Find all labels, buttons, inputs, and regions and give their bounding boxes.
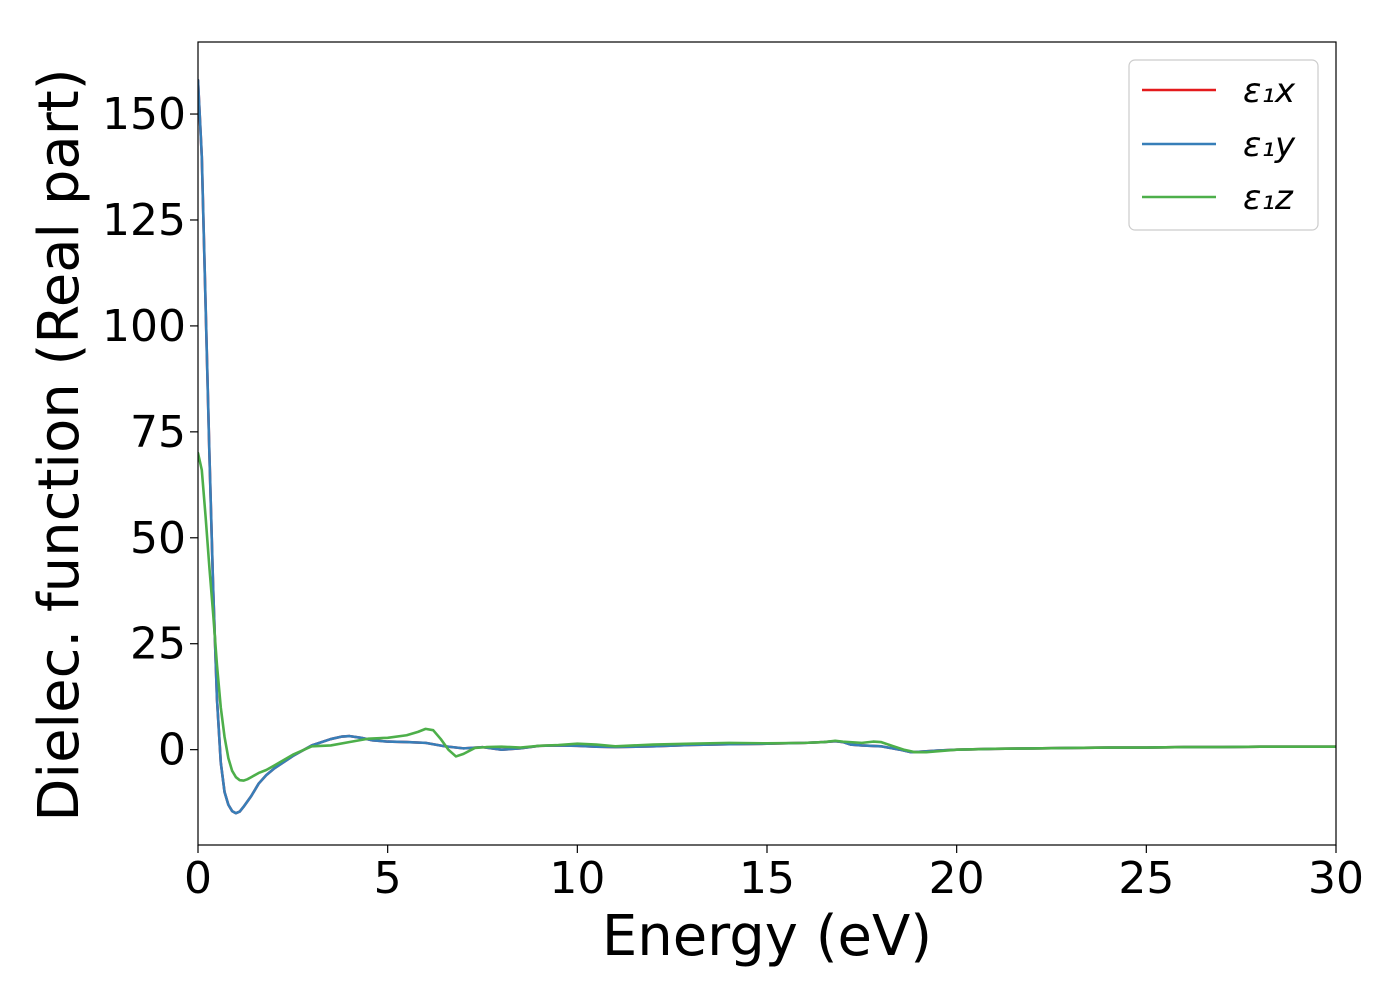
legend-label: ε₁y [1243, 125, 1296, 165]
x-tick-label: 15 [739, 853, 795, 904]
series-line-3 [198, 451, 1336, 782]
x-tick-label: 0 [184, 853, 212, 904]
y-tick-label: 0 [158, 725, 186, 776]
x-tick-label: 5 [374, 853, 402, 904]
y-axis-title: Dielec. function (Real part) [27, 68, 92, 821]
y-tick-label: 150 [102, 89, 186, 140]
legend: ε₁x ε₁y ε₁z [1128, 59, 1319, 231]
x-tick-label: 30 [1308, 853, 1364, 904]
legend-label: ε₁x [1243, 71, 1296, 111]
y-axis: 0 25 50 75 100 125 150 [102, 89, 198, 776]
series-layer [198, 78, 1336, 815]
x-axis-title: Energy (eV) [602, 904, 932, 969]
x-axis: 0 5 10 15 20 25 30 [184, 845, 1364, 904]
legend-box [1128, 59, 1319, 231]
x-tick-label: 25 [1118, 853, 1174, 904]
legend-label: ε₁z [1243, 178, 1294, 218]
x-tick-label: 10 [549, 853, 605, 904]
y-tick-label: 75 [130, 407, 186, 458]
y-tick-label: 50 [130, 513, 186, 564]
y-tick-label: 25 [130, 619, 186, 670]
y-tick-label: 100 [102, 301, 186, 352]
y-tick-label: 125 [102, 195, 186, 246]
x-tick-label: 20 [929, 853, 985, 904]
